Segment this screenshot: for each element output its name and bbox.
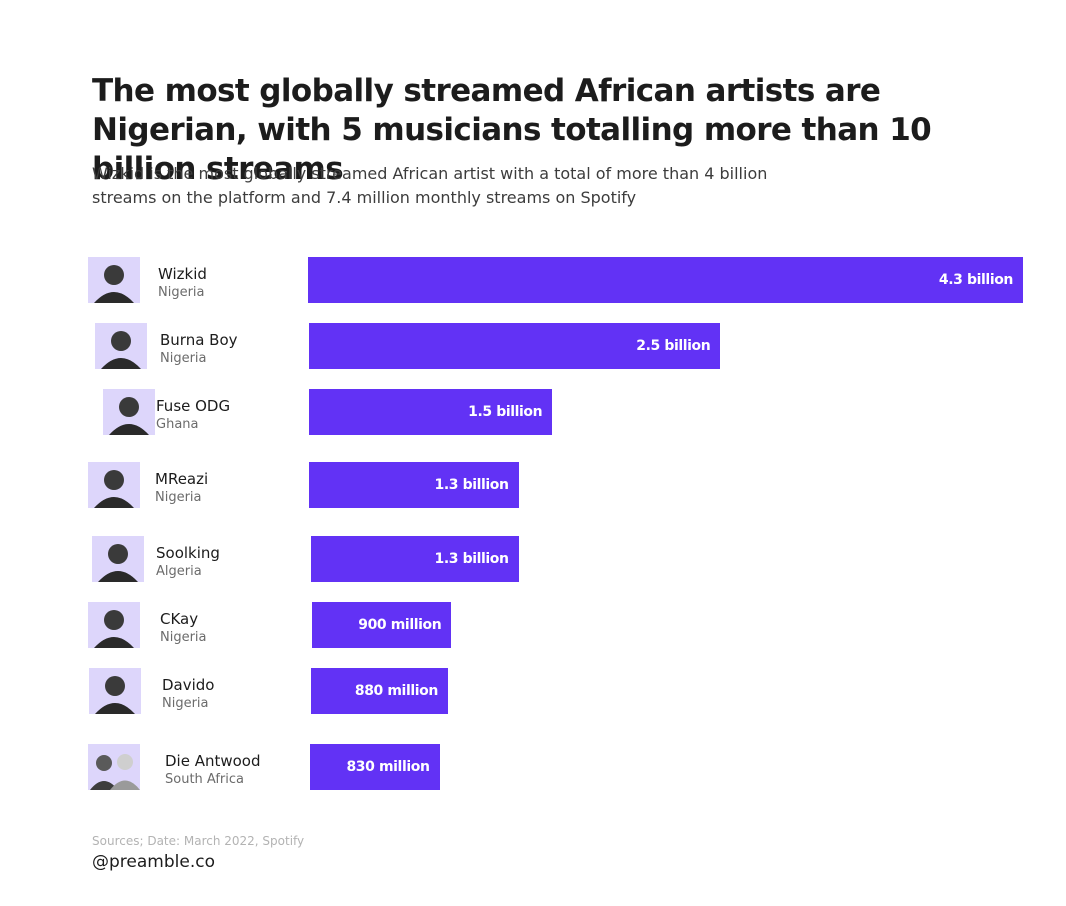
artist-name: Fuse ODG [156, 397, 231, 415]
artist-country: Nigeria [158, 285, 205, 300]
duo-photo-icon [88, 744, 140, 790]
bar-value-label: 1.3 billion [434, 551, 509, 567]
bar: 1.5 billion [309, 389, 553, 435]
bar-value-label: 830 million [346, 759, 430, 775]
bar: 830 million [310, 744, 440, 790]
artist-country: Nigeria [162, 696, 209, 711]
artist-country: Nigeria [155, 490, 202, 505]
bar-value-label: 4.3 billion [938, 272, 1013, 288]
artist-name: Die Antwood [165, 752, 261, 770]
artist-name: Davido [162, 676, 215, 694]
artist-country: South Africa [165, 772, 244, 787]
chart-row: Die Antwood South Africa 830 million [0, 744, 1066, 790]
artist-photo-icon [92, 536, 144, 582]
artist-photo-icon [89, 668, 141, 714]
artist-photo-icon [95, 323, 147, 369]
bar: 1.3 billion [309, 462, 519, 508]
bar-value-label: 1.5 billion [468, 404, 543, 420]
chart-row: Wizkid Nigeria 4.3 billion [0, 257, 1066, 303]
artist-name: Burna Boy [160, 331, 238, 349]
artist-photo-icon [88, 602, 140, 648]
artist-country: Nigeria [160, 351, 207, 366]
artist-photo-icon [88, 257, 140, 303]
artist-country: Algeria [156, 564, 202, 579]
chart-row: CKay Nigeria 900 million [0, 602, 1066, 648]
bar-value-label: 2.5 billion [636, 338, 711, 354]
chart-title: The most globally streamed African artis… [92, 73, 932, 187]
artist-photo-icon [88, 462, 140, 508]
bar: 4.3 billion [308, 257, 1023, 303]
bar: 1.3 billion [311, 536, 519, 582]
artist-country: Ghana [156, 417, 199, 432]
bar: 900 million [312, 602, 452, 648]
bar: 2.5 billion [309, 323, 721, 369]
artist-name: CKay [160, 610, 199, 628]
source-note: Sources; Date: March 2022, Spotify [92, 834, 305, 848]
bar-value-label: 1.3 billion [434, 477, 509, 493]
chart-row: MReazi Nigeria 1.3 billion [0, 462, 1066, 508]
bar-value-label: 900 million [358, 617, 442, 633]
artist-country: Nigeria [160, 630, 207, 645]
artist-name: Soolking [156, 544, 220, 562]
artist-photo-icon [103, 389, 155, 435]
artist-name: MReazi [155, 470, 209, 488]
brand-handle: @preamble.co [92, 852, 215, 872]
chart-subtitle: Wizkid is the most globally streamed Afr… [92, 164, 768, 207]
bar: 880 million [311, 668, 448, 714]
bar-value-label: 880 million [354, 683, 438, 699]
chart-row: Davido Nigeria 880 million [0, 668, 1066, 714]
chart-row: Soolking Algeria 1.3 billion [0, 536, 1066, 582]
chart-row: Fuse ODG Ghana 1.5 billion [0, 389, 1066, 435]
artist-name: Wizkid [158, 265, 207, 283]
chart-row: Burna Boy Nigeria 2.5 billion [0, 323, 1066, 369]
